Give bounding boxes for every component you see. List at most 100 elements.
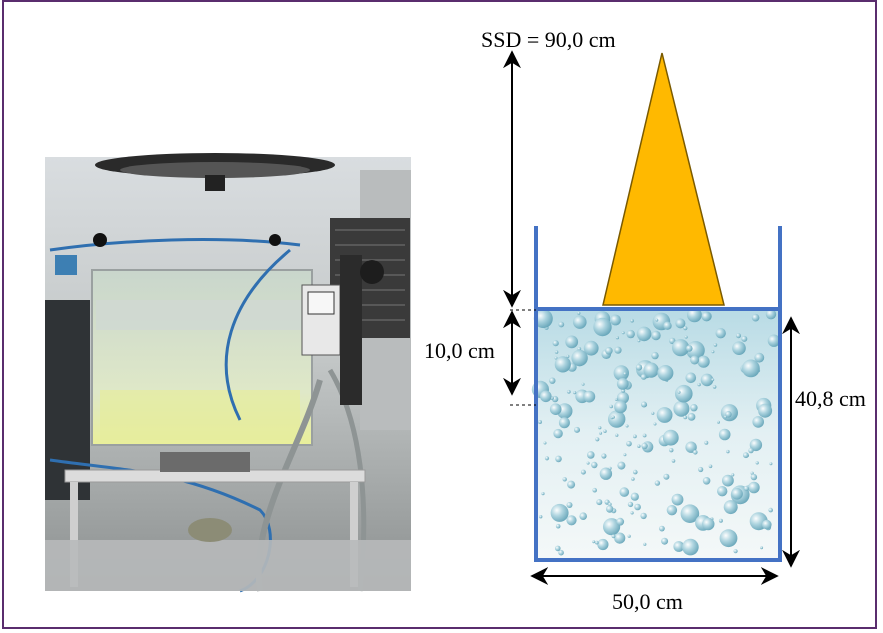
bubble — [605, 347, 613, 355]
bubble — [555, 455, 562, 463]
bubble — [732, 341, 746, 356]
bubble — [554, 356, 558, 360]
bubble — [594, 540, 599, 545]
bubble — [751, 313, 760, 322]
bubble — [573, 391, 577, 395]
bubble — [611, 534, 616, 539]
bubble — [614, 398, 618, 401]
bubble — [621, 331, 625, 335]
bubble — [673, 541, 685, 552]
bubble — [675, 384, 693, 403]
bubble — [755, 461, 759, 465]
water-volume — [531, 307, 781, 558]
bubble — [540, 390, 552, 403]
bubble — [640, 374, 647, 380]
bubble — [566, 389, 571, 394]
bubble — [713, 343, 718, 347]
bubble — [715, 328, 726, 339]
bubble — [599, 467, 613, 480]
bubble — [731, 488, 743, 500]
bubble — [725, 411, 732, 418]
bubble — [769, 462, 773, 466]
bubble — [641, 401, 647, 408]
bubble — [673, 400, 690, 417]
bubble — [642, 433, 647, 438]
bubble — [754, 352, 765, 363]
bubble — [637, 339, 641, 343]
bubble — [752, 416, 764, 428]
bubble — [603, 518, 621, 536]
bubble — [733, 549, 738, 554]
bubble — [656, 407, 673, 423]
width-label: 50,0 cm — [612, 589, 683, 614]
bubble — [654, 480, 661, 486]
bubble — [677, 390, 681, 394]
bubble — [549, 377, 556, 384]
bubble — [611, 415, 615, 419]
bubble — [685, 441, 697, 453]
bubble — [580, 469, 586, 475]
bubble — [554, 350, 559, 354]
water-phantom-photo — [45, 153, 411, 593]
bubble — [741, 335, 748, 342]
bubble — [631, 477, 635, 481]
bubble — [616, 378, 629, 390]
bubble — [614, 400, 627, 414]
bubble — [558, 321, 565, 328]
bubble — [583, 340, 599, 356]
bubble — [697, 355, 710, 368]
bubble — [686, 345, 693, 352]
bubble — [750, 473, 758, 481]
bubble — [698, 466, 704, 473]
bubble — [566, 502, 573, 508]
bubble — [558, 417, 570, 429]
bubble — [579, 512, 587, 520]
bubble — [723, 500, 738, 515]
bubble — [683, 415, 688, 420]
reference-dashes — [510, 309, 536, 406]
bubble — [701, 311, 712, 322]
bubble — [616, 517, 625, 526]
bubble — [623, 372, 627, 376]
bubble — [675, 318, 686, 329]
bubble — [711, 378, 715, 382]
bubble — [566, 354, 570, 358]
height-label: 40,8 cm — [795, 386, 866, 411]
bubble — [663, 473, 670, 480]
bubble — [555, 545, 561, 552]
bubble — [682, 538, 699, 556]
bubble — [633, 434, 637, 439]
bubble — [643, 362, 659, 378]
bubble — [592, 540, 596, 544]
bubble — [704, 440, 709, 445]
bubble — [544, 456, 550, 461]
bubble — [608, 410, 626, 428]
bubble — [768, 507, 773, 513]
bubble — [669, 448, 674, 453]
bubble — [643, 542, 647, 546]
bubble — [543, 441, 547, 445]
bubble — [630, 492, 639, 501]
bubble — [567, 480, 576, 489]
bubble — [627, 534, 631, 538]
bubble — [690, 355, 700, 365]
bubble — [700, 373, 714, 387]
bubble — [748, 481, 760, 494]
bubble — [614, 346, 622, 354]
bubble — [606, 505, 614, 513]
bubble — [539, 515, 543, 519]
bubble — [651, 330, 661, 341]
bubble — [550, 503, 569, 522]
bubble — [609, 404, 613, 409]
bubble — [717, 486, 728, 497]
bubble — [625, 424, 629, 428]
bubble — [693, 450, 698, 455]
bubble — [661, 537, 669, 545]
bubble — [748, 447, 754, 454]
bubble — [627, 501, 634, 508]
bubble — [583, 390, 596, 403]
bubble — [608, 502, 612, 507]
bubble — [571, 349, 588, 367]
bubble — [573, 315, 587, 329]
bubble — [630, 511, 634, 515]
